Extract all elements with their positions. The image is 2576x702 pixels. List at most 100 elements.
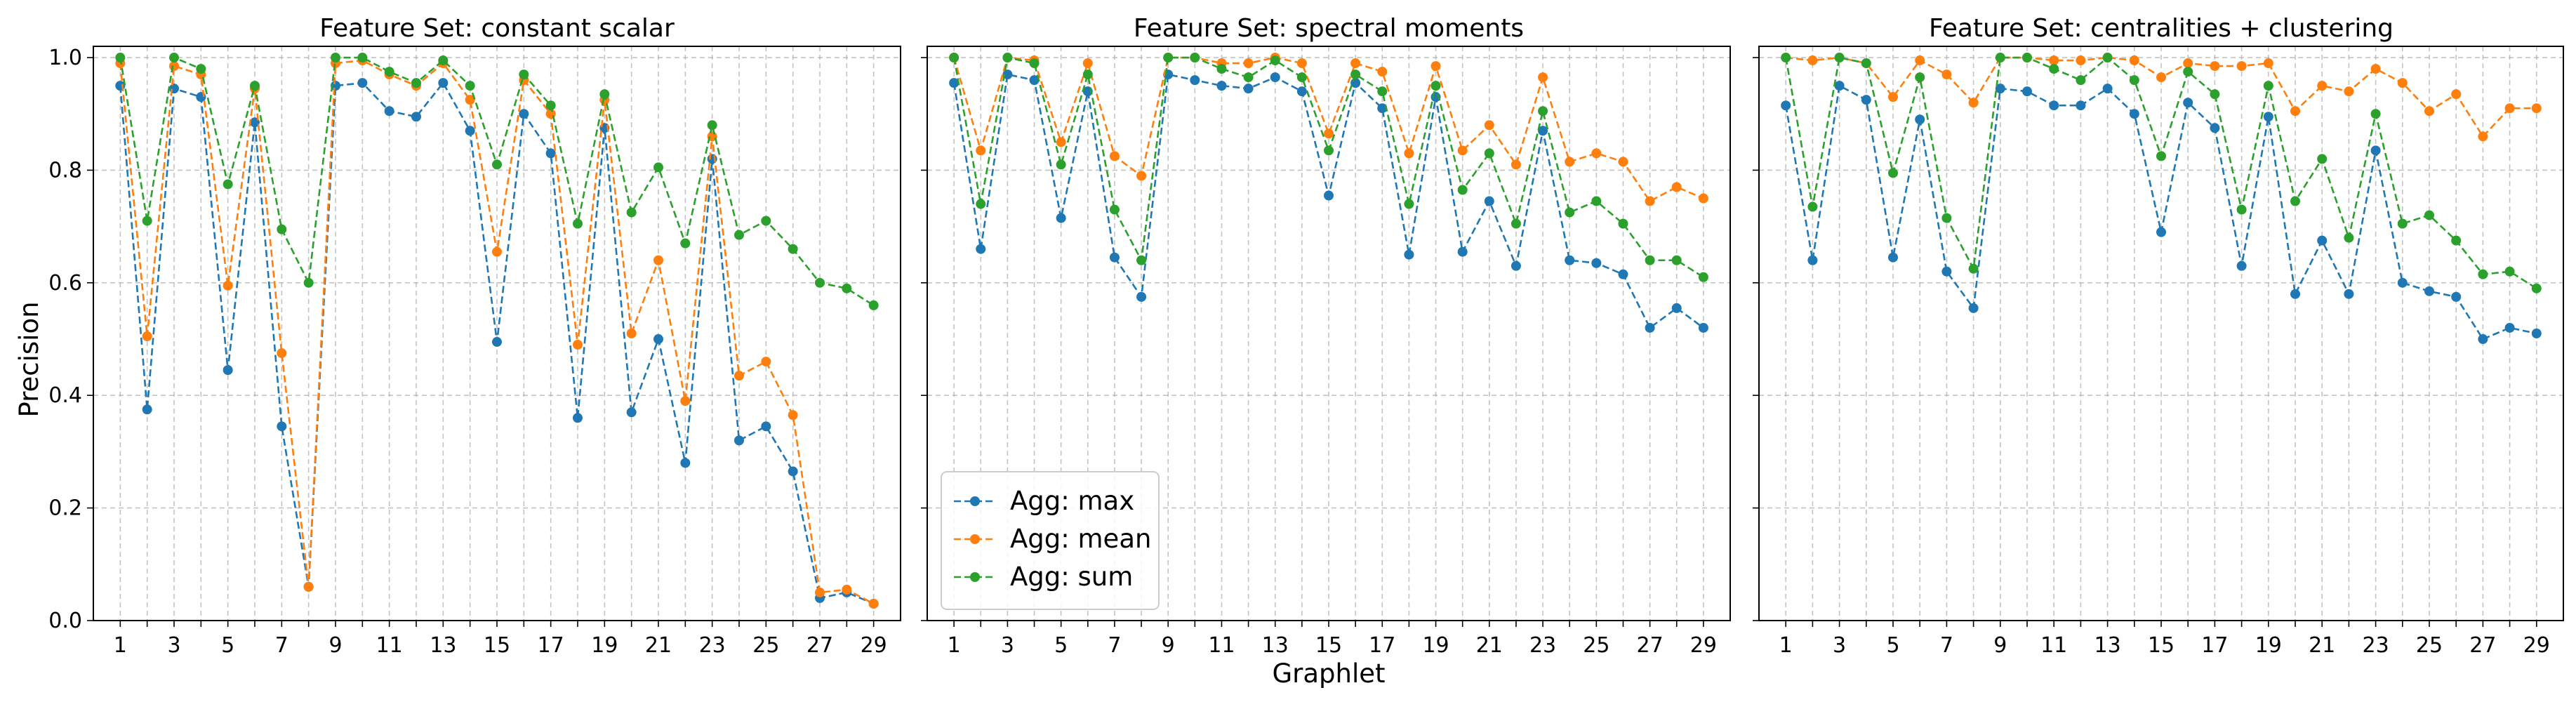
data-point bbox=[1296, 58, 1307, 69]
data-point bbox=[1968, 98, 1979, 108]
data-point bbox=[573, 413, 583, 423]
data-point bbox=[1457, 185, 1468, 195]
data-point bbox=[2504, 266, 2515, 277]
y-tick-label: 0.2 bbox=[48, 496, 82, 521]
x-tick-label: 17 bbox=[1369, 633, 1395, 658]
data-point bbox=[411, 112, 421, 122]
data-point bbox=[1457, 145, 1468, 156]
x-tick-label: 13 bbox=[1262, 633, 1289, 658]
data-point bbox=[653, 255, 663, 265]
data-point bbox=[1377, 67, 1388, 77]
legend-entry: Agg: sum bbox=[1010, 562, 1133, 592]
data-point bbox=[2344, 86, 2354, 97]
data-point bbox=[1888, 92, 1898, 102]
data-point bbox=[1216, 81, 1227, 91]
data-point bbox=[1941, 69, 1952, 80]
data-point bbox=[761, 421, 771, 432]
data-point bbox=[2210, 89, 2220, 100]
data-point bbox=[545, 100, 556, 111]
series-2 bbox=[115, 55, 879, 609]
grid bbox=[927, 46, 1730, 621]
data-point bbox=[2451, 89, 2462, 100]
data-point bbox=[545, 148, 556, 159]
data-point bbox=[1995, 84, 2005, 94]
data-point bbox=[734, 371, 744, 381]
data-point bbox=[2263, 112, 2273, 122]
data-point bbox=[842, 584, 852, 595]
data-point bbox=[2531, 283, 2542, 293]
data-point bbox=[384, 106, 394, 117]
series-1 bbox=[949, 69, 1708, 333]
series-3 bbox=[1781, 53, 2542, 293]
data-point bbox=[2129, 75, 2139, 86]
data-point bbox=[2236, 61, 2247, 72]
x-tick-label: 13 bbox=[2094, 633, 2121, 658]
data-point bbox=[277, 224, 287, 234]
x-tick-label: 27 bbox=[1637, 633, 1664, 658]
data-point bbox=[1163, 53, 1174, 63]
data-point bbox=[1995, 53, 2005, 63]
data-point bbox=[1618, 218, 1628, 229]
data-point bbox=[1618, 157, 1628, 167]
x-tick-label: 29 bbox=[2523, 633, 2550, 658]
y-tick-label: 0.8 bbox=[48, 158, 82, 183]
y-tick-label: 1.0 bbox=[48, 46, 82, 70]
data-point bbox=[653, 162, 663, 173]
data-point bbox=[2129, 55, 2139, 66]
data-point bbox=[1109, 151, 1120, 161]
data-point bbox=[626, 207, 637, 218]
x-tick-label: 17 bbox=[538, 633, 564, 658]
data-point bbox=[868, 300, 879, 310]
data-point bbox=[2424, 106, 2434, 117]
data-point bbox=[868, 598, 879, 609]
data-point bbox=[492, 159, 502, 170]
data-point bbox=[2102, 84, 2113, 94]
data-point bbox=[2156, 72, 2166, 83]
data-point bbox=[1915, 55, 1925, 66]
data-point bbox=[1430, 81, 1441, 91]
data-point bbox=[2344, 232, 2354, 243]
data-point bbox=[465, 95, 475, 105]
data-point bbox=[2317, 81, 2328, 91]
data-point bbox=[2183, 98, 2193, 108]
data-point bbox=[573, 340, 583, 350]
data-point bbox=[331, 81, 340, 91]
data-point bbox=[1190, 53, 1200, 63]
data-point bbox=[2344, 289, 2354, 299]
data-point bbox=[1056, 213, 1066, 223]
data-point bbox=[734, 435, 744, 446]
data-point bbox=[142, 216, 152, 226]
data-point bbox=[1377, 103, 1388, 114]
data-point bbox=[331, 53, 340, 63]
x-axis-title: Graphlet bbox=[1272, 658, 1385, 689]
data-point bbox=[519, 69, 529, 80]
data-point bbox=[626, 407, 637, 418]
data-point bbox=[1243, 58, 1254, 69]
x-tick-label: 1 bbox=[948, 633, 961, 658]
data-point bbox=[976, 145, 986, 156]
data-point bbox=[465, 81, 475, 91]
x-tick-label: 9 bbox=[1993, 633, 2007, 658]
data-point bbox=[465, 126, 475, 136]
data-point bbox=[1216, 64, 1227, 74]
data-point bbox=[223, 365, 233, 376]
data-point bbox=[2236, 260, 2247, 271]
data-point bbox=[761, 357, 771, 367]
data-point bbox=[1591, 196, 1602, 206]
data-point bbox=[1377, 86, 1388, 97]
data-point bbox=[2370, 145, 2381, 156]
panel-title: Feature Set: spectral moments bbox=[1134, 14, 1524, 43]
data-point bbox=[2531, 329, 2542, 338]
data-point bbox=[1056, 159, 1066, 170]
data-point bbox=[1002, 53, 1013, 63]
data-point bbox=[680, 396, 691, 406]
data-point bbox=[788, 410, 798, 420]
x-tick-label: 23 bbox=[2363, 633, 2389, 658]
data-point bbox=[1781, 53, 1791, 63]
data-point bbox=[223, 280, 233, 291]
x-tick-label: 5 bbox=[221, 633, 234, 658]
data-point bbox=[250, 81, 260, 91]
x-tick-label: 29 bbox=[1690, 633, 1717, 658]
